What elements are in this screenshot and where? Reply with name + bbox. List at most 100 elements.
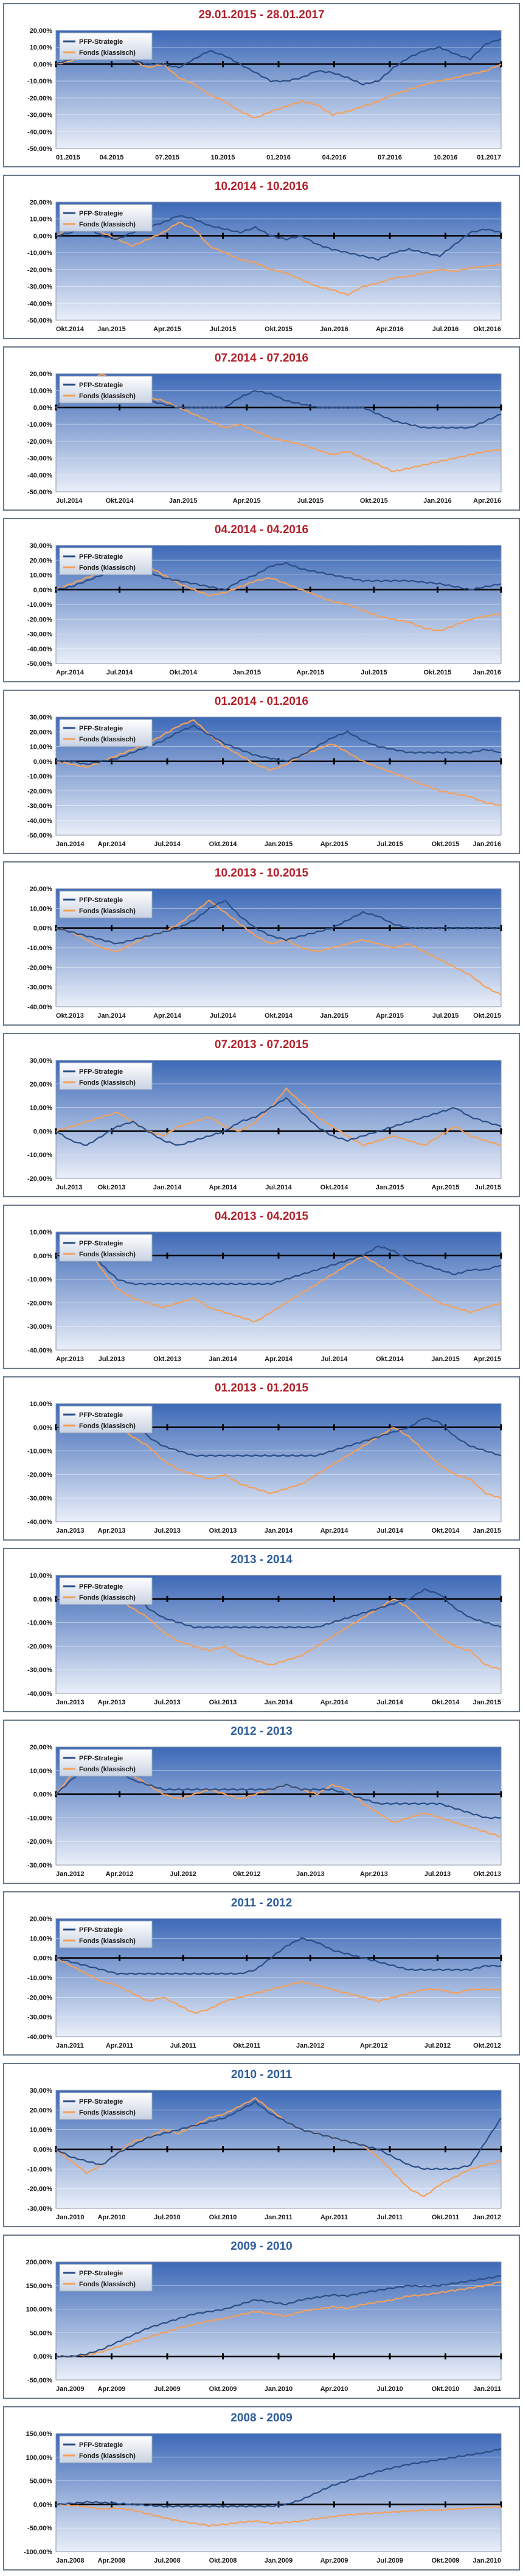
x-tick-label: Apr.2013 — [98, 1699, 126, 1706]
baseline-marker — [436, 1791, 438, 1797]
baseline-marker — [445, 2146, 446, 2152]
y-tick-label: 20,00% — [30, 1916, 53, 1923]
y-tick-label: -30,00% — [27, 1495, 52, 1502]
x-tick-label: Jan.2013 — [56, 1699, 84, 1706]
y-tick-label: -40,00% — [27, 1347, 52, 1354]
chart-title: 2010 - 2011 — [231, 2068, 293, 2081]
y-tick-label: -40,00% — [27, 1690, 52, 1698]
baseline-marker — [222, 758, 224, 765]
x-tick-label: 04.2015 — [100, 154, 124, 161]
chart-title: 01.2013 - 01.2015 — [215, 1382, 309, 1395]
x-tick-label: Jul.2012 — [170, 1871, 196, 1878]
y-tick-label: 0,00% — [33, 61, 52, 68]
x-tick-label: Jan.2010 — [473, 2557, 501, 2564]
y-tick-label: 20,00% — [30, 27, 53, 35]
baseline-marker — [389, 2501, 391, 2508]
baseline-marker — [389, 233, 391, 239]
x-tick-label: Okt.2009 — [209, 2385, 237, 2393]
x-tick-label: Jan.2015 — [376, 1184, 404, 1191]
baseline-marker — [436, 1955, 438, 1961]
x-tick-label: Jul.2009 — [376, 2557, 403, 2564]
x-tick-label: Okt.2016 — [473, 326, 501, 333]
baseline-marker — [333, 2501, 335, 2508]
baseline-marker — [309, 1791, 311, 1797]
legend-label-fund: Fonds (klassisch) — [79, 2452, 136, 2460]
baseline-marker — [111, 925, 113, 931]
baseline-marker — [445, 233, 446, 239]
x-tick-label: Okt.2013 — [56, 1012, 84, 1020]
y-tick-label: -20,00% — [27, 1838, 52, 1846]
baseline-marker — [333, 233, 335, 239]
x-tick-label: Jan.2011 — [56, 2042, 84, 2049]
x-tick-label: Jul.2013 — [154, 1527, 180, 1535]
x-tick-label: Okt.2014 — [376, 1356, 404, 1363]
legend-label-strategy: PFP-Strategie — [79, 210, 123, 217]
legend-label-strategy: PFP-Strategie — [79, 1068, 123, 1076]
x-tick-label: Jul.2014 — [376, 1699, 403, 1706]
baseline-marker — [111, 758, 113, 765]
x-tick-label: Apr.2014 — [320, 1527, 349, 1535]
x-tick-label: Jul.2016 — [432, 326, 459, 333]
baseline-marker — [222, 61, 224, 68]
chart-11: 2011 - 2012 20,00% 10,00% 0,00% -10,00% -20,0… — [3, 1891, 520, 2056]
x-tick-label: Apr.2015 — [376, 1012, 404, 1020]
y-tick-label: 0,00% — [33, 1955, 52, 1962]
baseline-marker — [389, 1595, 391, 1602]
baseline-marker — [389, 1252, 391, 1259]
x-tick-label: Jan.2012 — [473, 2214, 501, 2221]
legend-label-fund: Fonds (klassisch) — [79, 2281, 136, 2288]
series-line-fund — [55, 1956, 502, 2014]
baseline-marker — [277, 1424, 280, 1430]
baseline-marker — [500, 2146, 502, 2152]
y-tick-label: 30,00% — [30, 1057, 53, 1065]
x-tick-label: Jul.2013 — [154, 1699, 180, 1706]
y-tick-label: -30,00% — [27, 1667, 52, 1674]
x-tick-label: Apr.2012 — [106, 1871, 134, 1878]
legend — [59, 547, 153, 575]
series-line-strategy — [55, 900, 502, 945]
x-tick-label: Okt.2013 — [473, 1871, 501, 1878]
legend — [59, 2435, 153, 2463]
x-tick-label: Jan.2015 — [473, 1527, 501, 1535]
baseline-marker — [436, 586, 438, 593]
x-tick-label: Okt.2015 — [423, 669, 451, 676]
baseline-marker — [222, 1424, 224, 1430]
series-line-strategy — [55, 1097, 502, 1146]
x-tick-label: Jul.2015 — [432, 1012, 459, 1020]
x-tick-label: Jul.2013 — [56, 1184, 82, 1191]
chart-title: 10.2013 - 10.2015 — [215, 867, 309, 880]
x-tick-label: Jan.2016 — [320, 326, 348, 333]
x-tick-label: Okt.2014 — [169, 669, 198, 676]
x-tick-label: Jan.2011 — [265, 2214, 293, 2221]
y-tick-label: 0,00% — [33, 1253, 52, 1260]
baseline-marker — [166, 1424, 168, 1430]
baseline-marker — [500, 1128, 502, 1135]
x-tick-label: Apr.2014 — [265, 1356, 293, 1363]
x-tick-label: Apr.2013 — [360, 1871, 388, 1878]
y-tick-label: -20,00% — [27, 616, 52, 623]
x-tick-label: Jan.2014 — [265, 1527, 293, 1535]
baseline-marker — [277, 2501, 280, 2508]
baseline-marker — [277, 758, 280, 765]
x-tick-label: 10.2016 — [434, 154, 458, 161]
x-tick-label: 07.2016 — [378, 154, 402, 161]
legend — [59, 1234, 153, 1262]
legend-label-strategy: PFP-Strategie — [79, 897, 123, 904]
x-tick-label: Okt.2013 — [98, 1184, 126, 1191]
x-tick-label: Jul.2015 — [297, 497, 324, 505]
x-tick-label: Jan.2012 — [56, 1871, 84, 1878]
y-tick-label: -30,00% — [27, 1862, 52, 1869]
x-tick-label: Okt.2012 — [473, 2042, 501, 2049]
x-tick-label: Apr.2016 — [473, 497, 501, 505]
x-tick-label: Okt.2008 — [209, 2557, 237, 2564]
y-tick-label: 20,00% — [30, 2107, 53, 2114]
chart-6: 07.2013 - 07.2015 30,00% 20,00% 10,00% 0,00%… — [3, 1033, 520, 1197]
baseline-marker — [222, 1595, 224, 1602]
y-tick-label: 0,00% — [33, 1424, 52, 1432]
legend-label-fund: Fonds (klassisch) — [79, 1251, 136, 1258]
legend — [59, 204, 153, 232]
x-tick-label: 01.2016 — [266, 154, 291, 161]
y-tick-label: 0,00% — [33, 587, 52, 594]
y-tick-label: -10,00% — [27, 601, 52, 609]
y-tick-label: -10,00% — [27, 1276, 52, 1284]
